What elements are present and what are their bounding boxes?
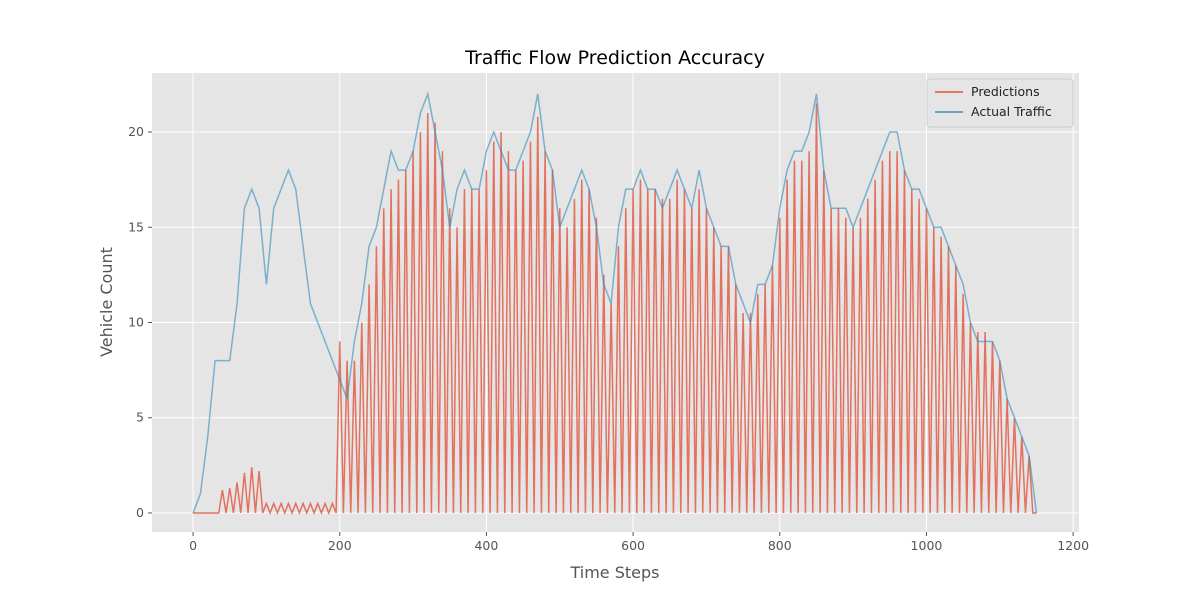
data-line	[193, 103, 1037, 516]
x-tick-label: 600	[621, 538, 645, 553]
legend-label: Actual Traffic	[971, 104, 1052, 119]
y-axis-label: Vehicle Count	[97, 247, 116, 357]
chart-title: Traffic Flow Prediction Accuracy	[464, 47, 765, 69]
legend: Predictions Actual Traffic	[926, 78, 1074, 128]
x-tick-label: 800	[768, 538, 792, 553]
x-tick-label: 0	[189, 538, 197, 553]
x-tick-label: 400	[474, 538, 498, 553]
x-tick-label: 200	[328, 538, 352, 553]
y-tick-label: 0	[136, 505, 144, 520]
x-axis-label: Time Steps	[569, 563, 659, 582]
legend-box	[926, 78, 1074, 128]
x-tick-label: 1000	[911, 538, 943, 553]
y-tick-label: 15	[128, 219, 144, 234]
y-tick-label: 10	[128, 314, 144, 329]
y-tick-label: 5	[136, 410, 144, 425]
data-line	[192, 91, 1038, 514]
y-tick-label: 20	[128, 124, 144, 139]
x-tick-label: 1200	[1057, 538, 1089, 553]
legend-label: Predictions	[971, 84, 1040, 99]
